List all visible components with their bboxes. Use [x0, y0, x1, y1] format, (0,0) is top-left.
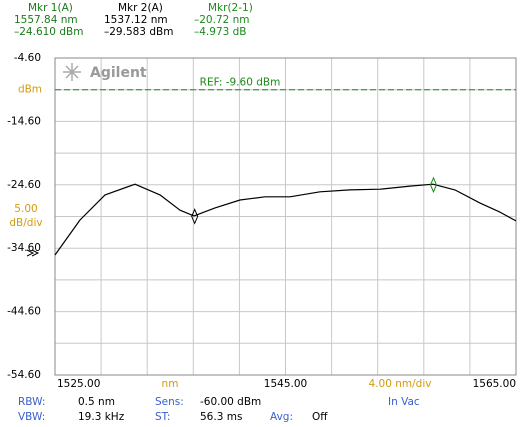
- x-tick-label: 1545.00: [264, 378, 307, 390]
- readout-x: 1557.84 nm: [14, 14, 78, 26]
- y-unit: dBm: [18, 84, 42, 96]
- setting-label: In Vac: [388, 396, 420, 408]
- readout-name: Mkr 2(A): [118, 2, 163, 14]
- setting-label: ST:: [155, 411, 170, 423]
- setting-value: 19.3 kHz: [78, 411, 125, 423]
- marker: [429, 176, 438, 194]
- reference-label: REF: -9.60 dBm: [200, 77, 281, 89]
- logo: Agilent: [63, 63, 147, 81]
- y-tick-label: -54.60: [7, 369, 41, 381]
- trace: [54, 183, 517, 256]
- readout-name: Mkr(2-1): [208, 2, 253, 14]
- setting-value: -60.00 dBm: [200, 396, 261, 408]
- plot-frame: [54, 57, 517, 376]
- readout-y: –24.610 dBm: [14, 26, 83, 38]
- setting-value: 56.3 ms: [200, 411, 242, 423]
- logo-text: Agilent: [90, 65, 147, 81]
- setting-label: Avg:: [270, 411, 293, 423]
- y-tick-label: -34.60: [7, 242, 41, 254]
- y-tick-label: -44.60: [7, 306, 41, 318]
- setting-label: RBW:: [18, 396, 45, 408]
- setting-label: VBW:: [18, 411, 45, 423]
- readout-x: 1537.12 nm: [104, 14, 168, 26]
- marker: [191, 208, 199, 225]
- setting-value: 0.5 nm: [78, 396, 115, 408]
- setting-value: Off: [312, 411, 328, 423]
- readout-x: –20.72 nm: [194, 14, 250, 26]
- logo-icon: [63, 63, 81, 81]
- y-tick-label: -14.60: [7, 115, 41, 127]
- y-scale: 5.00: [14, 203, 37, 215]
- readout-y: –4.973 dB: [194, 26, 247, 38]
- x-tick-label: 1565.00: [473, 378, 516, 390]
- x-scale: 4.00 nm/div: [369, 378, 432, 390]
- x-tick-label: 1525.00: [57, 378, 100, 390]
- y-tick-label: -24.60: [7, 179, 41, 191]
- overflow-indicator: [26, 249, 40, 257]
- readout-name: Mkr 1(A): [28, 2, 73, 14]
- y-scale: dB/div: [9, 217, 42, 229]
- y-tick-label: -4.60: [14, 52, 41, 64]
- setting-label: Sens:: [155, 396, 184, 408]
- x-unit: nm: [162, 378, 179, 390]
- readout-y: –29.583 dBm: [104, 26, 173, 38]
